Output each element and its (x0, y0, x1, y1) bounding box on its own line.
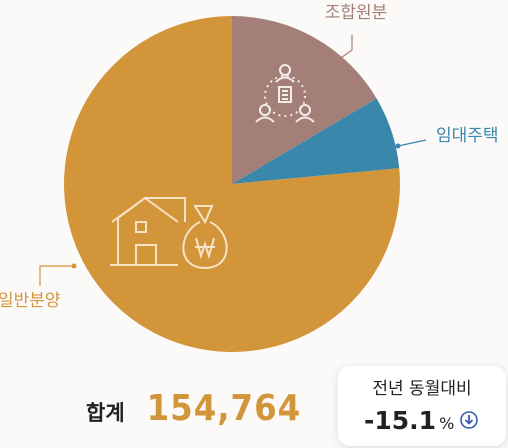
people-building-icon (255, 64, 315, 123)
leader-line (39, 265, 74, 286)
leader-dot (71, 263, 77, 269)
yoy-label: 전년 동월대비 (372, 379, 472, 399)
pie-slice (64, 16, 401, 352)
leader-dot (335, 57, 341, 63)
leader-line (337, 35, 353, 61)
yoy-unit: % (439, 414, 455, 433)
pie-slice (232, 98, 400, 184)
yoy-value: -15.1 (364, 406, 437, 435)
total-value: 154,764 (146, 388, 302, 429)
house-moneybag-icon (110, 197, 228, 270)
slice-label: 임대주택 (436, 126, 499, 146)
total-label: 합계 (86, 401, 125, 425)
down-arrow-icon (460, 411, 479, 429)
slice-label: 조합원분 (325, 3, 388, 23)
slice-label: 일반분양 (0, 291, 61, 311)
leader-dot (395, 143, 401, 149)
yoy-comparison-box: 전년 동월대비 -15.1 % (338, 366, 506, 446)
leader-line (397, 139, 427, 147)
